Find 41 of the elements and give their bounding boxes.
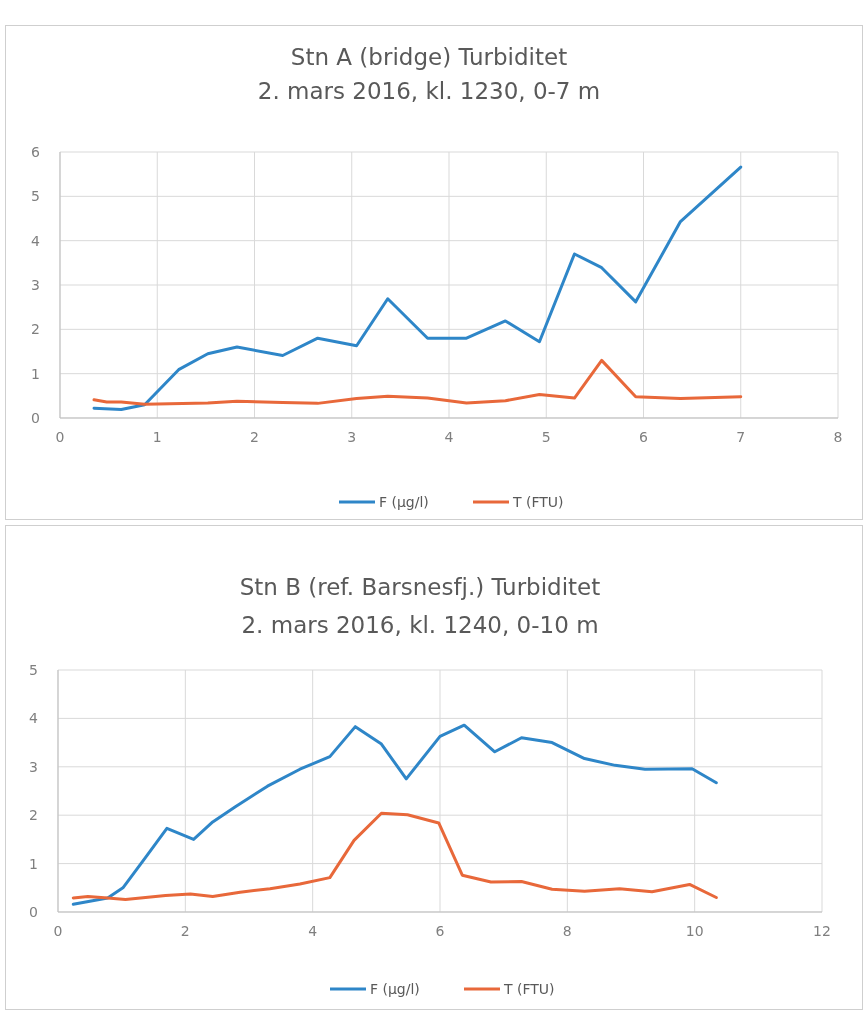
line-series: [92, 358, 743, 406]
y-tick-label: 5: [31, 188, 40, 205]
legend-label: T (FTU): [512, 494, 564, 510]
y-tick-label: 3: [31, 277, 40, 293]
y-tick-label: 4: [29, 710, 39, 727]
y-tick-label: 3: [29, 758, 38, 775]
x-tick-label: 0: [55, 429, 65, 445]
chart-title: Stn A (bridge) Turbiditet: [290, 44, 568, 70]
y-tick-label: 4: [31, 232, 41, 249]
chart-subtitle: 2. mars 2016, kl. 1240, 0-10 m: [241, 612, 599, 638]
x-tick-label: 1: [152, 429, 162, 445]
x-tick-label: 0: [53, 923, 63, 939]
y-tick-label: 6: [31, 144, 41, 160]
y-tick-label: 5: [29, 662, 38, 678]
y-tick-label: 0: [29, 904, 38, 920]
x-tick-label: 6: [639, 429, 649, 445]
x-tick-label: 2: [250, 429, 259, 445]
x-tick-label: 8: [562, 923, 572, 939]
y-tick-label: 2: [31, 321, 40, 338]
chart-subtitle: 2. mars 2016, kl. 1230, 0-7 m: [257, 78, 601, 104]
y-tick-label: 2: [29, 807, 38, 824]
y-tick-label: 0: [31, 410, 40, 426]
x-tick-label: 5: [541, 429, 551, 445]
x-tick-label: 6: [435, 923, 445, 939]
line-series: [92, 165, 743, 412]
legend-label: F (µg/l): [370, 981, 420, 997]
x-tick-label: 4: [444, 429, 454, 445]
x-tick-label: 12: [813, 923, 831, 939]
x-tick-label: 10: [685, 923, 704, 939]
x-tick-label: 4: [308, 923, 318, 939]
y-tick-label: 1: [29, 855, 38, 872]
chart-title: Stn B (ref. Barsnesfj.) Turbiditet: [239, 574, 601, 600]
x-tick-label: 8: [833, 429, 843, 445]
line-series: [71, 811, 718, 901]
x-tick-label: 3: [347, 429, 357, 445]
legend-label: F (µg/l): [379, 494, 429, 510]
x-tick-label: 2: [180, 923, 190, 939]
line-series: [71, 723, 718, 906]
y-tick-label: 1: [31, 365, 40, 382]
x-tick-label: 7: [736, 429, 746, 445]
legend-label: T (FTU): [503, 981, 555, 997]
